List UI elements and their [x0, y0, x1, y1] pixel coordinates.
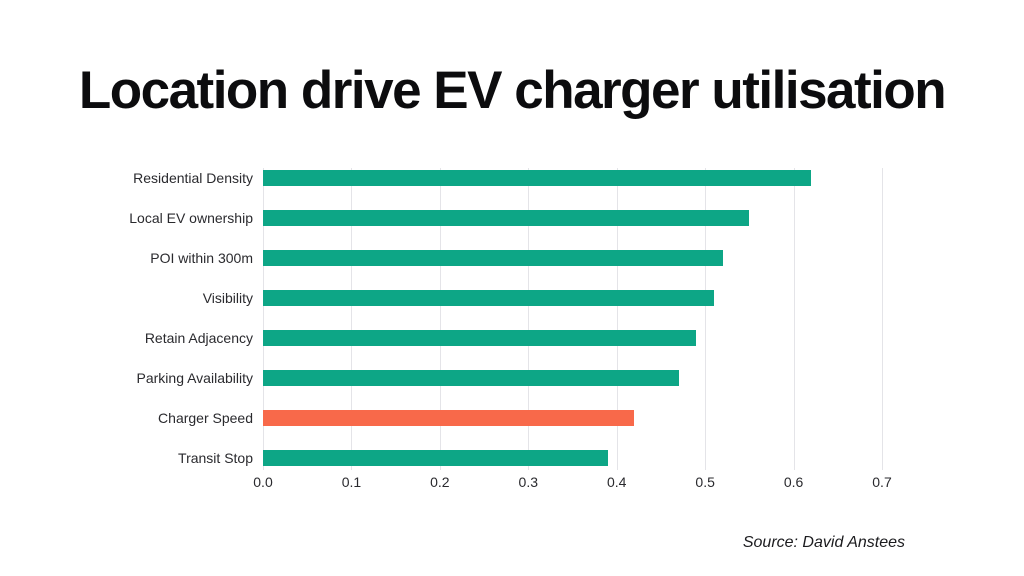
- bar: [263, 210, 750, 226]
- x-tick-label: 0.6: [783, 474, 804, 490]
- bar-label: Charger Speed: [158, 410, 253, 426]
- bar-row: Local EV ownership: [129, 210, 882, 226]
- bar: [263, 330, 697, 346]
- x-tick-label: 0.0: [253, 474, 273, 490]
- bar: [263, 410, 635, 426]
- bar-row: POI within 300m: [150, 250, 882, 266]
- gridline: [882, 168, 883, 470]
- bar: [263, 450, 608, 466]
- bar-label: Parking Availability: [136, 370, 253, 386]
- chart-title: Location drive EV charger utilisation: [78, 61, 947, 120]
- gridline: [351, 168, 353, 470]
- gridline: [705, 168, 707, 470]
- bar-row: Parking Availability: [137, 370, 882, 386]
- gridline: [793, 168, 795, 470]
- bar-label: Residential Density: [133, 170, 253, 186]
- x-tick-label: 0.5: [695, 474, 715, 490]
- bar-row: Charger Speed: [158, 410, 882, 426]
- gridline: [616, 168, 618, 470]
- bar-label: Local EV ownership: [129, 210, 253, 226]
- x-tick-label: 0.4: [606, 474, 627, 490]
- bar: [263, 290, 714, 306]
- gridline: [439, 168, 441, 470]
- bar-row: Visibility: [203, 290, 882, 306]
- bar-label: POI within 300m: [150, 250, 253, 266]
- x-tick-label: 0.7: [872, 474, 892, 490]
- plot-area: Residential Density Local EV ownership POI…: [129, 158, 883, 470]
- bar-label: Retain Adjacency: [144, 330, 253, 346]
- x-tick-label: 0.1: [341, 474, 362, 490]
- x-axis: 0.0 0.1 0.2 0.3 0.4 0.5 0.6 0.7: [253, 470, 891, 492]
- bar: [263, 370, 679, 386]
- gridline: [263, 168, 264, 470]
- bar-label: Transit Stop: [178, 450, 253, 466]
- gridline: [528, 168, 530, 470]
- bar: [263, 170, 812, 186]
- bar-label: Visibility: [202, 290, 253, 306]
- bar-row: Transit Stop: [178, 450, 882, 466]
- source-note: Source: David Anstees: [742, 534, 905, 551]
- bar-row: Residential Density: [133, 170, 882, 186]
- x-tick-label: 0.2: [430, 474, 450, 490]
- bar-row: Retain Adjacency: [145, 330, 882, 346]
- bar: [263, 250, 723, 266]
- x-tick-label: 0.3: [518, 474, 539, 490]
